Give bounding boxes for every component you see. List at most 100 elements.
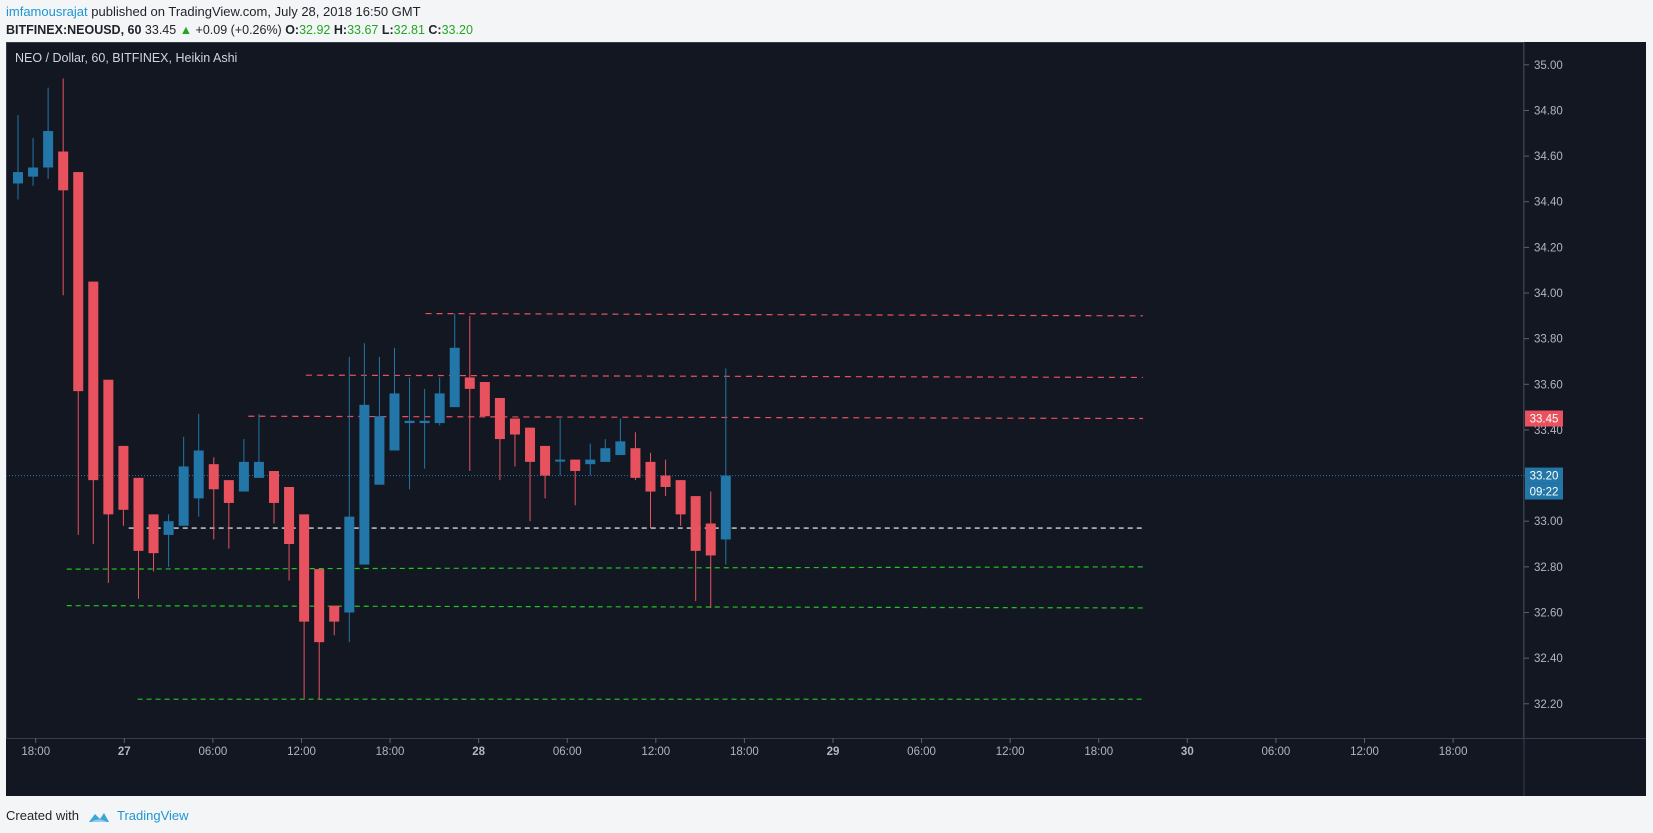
candle-32 — [494, 397, 505, 481]
candle-4 — [73, 172, 84, 535]
y-tick-label: 34.00 — [1534, 288, 1563, 300]
candle-body — [479, 382, 490, 417]
time-axis[interactable]: 18:00 27 06:00 12:00 18:00 28 06:00 12:00 18:00 2… — [21, 738, 1467, 758]
candle-body — [675, 480, 686, 515]
close-value: 33.20 — [441, 23, 473, 37]
candle-34 — [525, 427, 536, 522]
candle-8 — [133, 477, 144, 599]
candle-37 — [570, 459, 581, 506]
x-tick-label: 12:00 — [1350, 746, 1379, 758]
candle-29 — [449, 313, 460, 408]
x-tick-label: 06:00 — [907, 746, 936, 758]
candle-body — [404, 420, 415, 424]
open-value: 32.92 — [299, 23, 331, 37]
y-tick-label: 33.80 — [1534, 334, 1563, 346]
candle-body — [284, 486, 295, 545]
candle-22 — [344, 356, 355, 643]
y-tick-label: 34.60 — [1534, 151, 1563, 163]
high-label: H: — [333, 23, 348, 37]
candle-body — [73, 172, 84, 392]
x-tick-label: 18:00 — [1439, 746, 1468, 758]
candle-body — [359, 404, 370, 565]
candle-body — [374, 416, 385, 485]
candle-body — [13, 172, 23, 184]
candle-11 — [178, 436, 189, 526]
candle-body — [690, 496, 701, 551]
quote-line: BITFINEX:NEOUSD, 60 33.45 ▲ +0.09 (+0.26… — [6, 23, 473, 37]
candle-46 — [705, 491, 716, 608]
candlestick-chart[interactable]: NEO / Dollar, 60, BITFINEX, Heikin Ashi … — [6, 42, 1646, 796]
candle-body — [43, 130, 54, 168]
price-label-1: 33.20 — [1525, 467, 1563, 484]
candle-43 — [660, 459, 671, 497]
candle-body — [509, 418, 520, 435]
candle-38 — [585, 443, 596, 476]
candle-body — [193, 450, 204, 499]
candle-body — [585, 459, 596, 465]
candle-42 — [645, 452, 656, 529]
y-tick-label: 34.80 — [1534, 105, 1563, 117]
candle-26 — [404, 377, 415, 490]
candle-body — [434, 393, 445, 424]
x-tick-label: 12:00 — [641, 746, 670, 758]
candle-20 — [314, 569, 325, 700]
hline-0 — [425, 312, 1144, 317]
chart-area[interactable]: NEO / Dollar, 60, BITFINEX, Heikin Ashi … — [6, 42, 1646, 796]
x-tick-label: 12:00 — [287, 746, 316, 758]
candle-0 — [13, 115, 23, 200]
candle-body — [223, 480, 234, 503]
candle-18 — [284, 486, 295, 581]
candle-44 — [675, 480, 686, 526]
open-label: O: — [285, 23, 300, 37]
x-tick-label: 29 — [827, 746, 840, 758]
candle-body — [419, 420, 430, 424]
x-tick-label: 12:00 — [996, 746, 1025, 758]
low-label: L: — [381, 23, 394, 37]
tradingview-cloud-icon — [88, 813, 109, 822]
x-tick-label: 30 — [1181, 746, 1194, 758]
chart-title: NEO / Dollar, 60, BITFINEX, Heikin Ashi — [15, 51, 237, 65]
high-value: 33.67 — [347, 23, 379, 37]
candle-body — [163, 521, 174, 535]
plot-background — [6, 42, 1646, 796]
candle-body — [133, 477, 144, 551]
y-tick-label: 33.60 — [1534, 379, 1563, 391]
price-label-text: 09:22 — [1530, 487, 1559, 499]
price-label-bg — [1525, 410, 1563, 427]
tradingview-link[interactable]: TradingView — [116, 808, 189, 823]
candle-body — [329, 605, 340, 622]
hline-1 — [305, 374, 1144, 379]
candle-33 — [509, 418, 520, 467]
candle-15 — [238, 439, 249, 492]
publish-info: imfamousrajat published on TradingView.c… — [6, 4, 421, 19]
y-tick-label: 33.40 — [1534, 425, 1563, 437]
x-tick-label: 18:00 — [376, 746, 405, 758]
candle-body — [208, 464, 219, 490]
created-with-text: Created with — [6, 808, 79, 823]
candle-body — [630, 448, 641, 478]
x-tick-label: 18:00 — [1084, 746, 1113, 758]
price-label-text: 33.20 — [1530, 471, 1559, 483]
publish-text: published on TradingView.com, July 28, 2… — [91, 4, 421, 19]
candle-body — [28, 167, 39, 177]
y-tick-label: 34.40 — [1534, 197, 1563, 209]
candle-47 — [720, 368, 731, 565]
candle-23 — [359, 343, 370, 565]
up-arrow-icon: ▲ — [179, 23, 193, 37]
x-tick-label: 06:00 — [198, 746, 227, 758]
candle-3 — [58, 78, 69, 296]
x-tick-label: 06:00 — [553, 746, 582, 758]
price-label-bg — [1525, 467, 1563, 484]
candle-body — [389, 393, 400, 451]
y-tick-label: 35.00 — [1534, 60, 1563, 72]
author-link[interactable]: imfamousrajat — [6, 4, 88, 19]
candle-27 — [419, 388, 430, 469]
x-tick-label: 28 — [472, 746, 485, 758]
candle-body — [645, 461, 656, 492]
last-price: 33.45 — [144, 23, 177, 37]
candle-36 — [555, 418, 566, 476]
candle-body — [570, 459, 581, 472]
candle-body — [494, 397, 505, 440]
candle-5 — [88, 281, 99, 545]
candle-body — [178, 466, 189, 526]
